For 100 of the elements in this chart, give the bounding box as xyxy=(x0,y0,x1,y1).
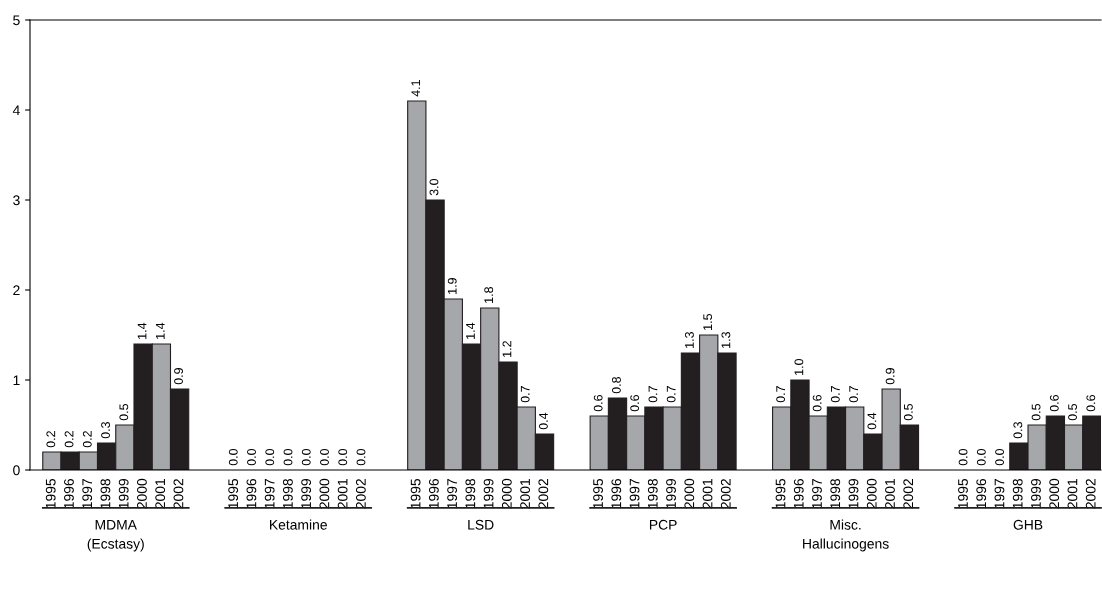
y-tick-label: 4 xyxy=(12,105,20,116)
x-tick-label: 1995 xyxy=(775,478,786,509)
data-label: 0.2 xyxy=(46,431,56,448)
x-tick-label: 1999 xyxy=(301,478,312,509)
data-label: 1.3 xyxy=(721,332,731,348)
data-label: 0.0 xyxy=(995,448,1005,466)
data-label: 0.7 xyxy=(849,386,859,403)
x-tick-label: 2002 xyxy=(1085,479,1096,509)
data-label: 0.5 xyxy=(1068,403,1077,421)
x-tick-label: 2001 xyxy=(702,479,713,509)
x-tick-label: 1995 xyxy=(228,478,239,509)
data-label: 1.3 xyxy=(684,332,694,348)
x-tick-label: 2001 xyxy=(885,479,895,509)
data-label: 0.4 xyxy=(867,412,877,430)
data-label: 0.6 xyxy=(593,395,603,412)
data-label: 1.2 xyxy=(502,341,512,357)
data-label: 0.9 xyxy=(174,368,183,385)
x-tick-label: 1998 xyxy=(830,478,841,509)
data-label: 0.0 xyxy=(356,448,366,466)
x-tick-label: 1997 xyxy=(629,479,640,509)
text: Ketamine xyxy=(270,519,327,530)
x-tick-label: 1999 xyxy=(848,478,859,509)
x-tick-label: 2002 xyxy=(538,479,549,509)
data-label: 1.8 xyxy=(484,287,494,303)
x-tick-label: 2002 xyxy=(173,479,184,509)
x-tick-label: 2000 xyxy=(684,478,695,509)
x-tick-label: 1997 xyxy=(994,479,1005,509)
data-label: 0.6 xyxy=(1049,395,1059,412)
data-label: 0.4 xyxy=(539,412,548,430)
x-tick-label: 1996 xyxy=(976,478,987,509)
x-tick-label: 1996 xyxy=(246,478,257,509)
x-tick-label: 1995 xyxy=(45,478,56,509)
data-label: 1.4 xyxy=(466,322,475,339)
x-tick-label: 1995 xyxy=(593,478,603,509)
data-label: 0.0 xyxy=(283,448,293,466)
y-tick-label: 2 xyxy=(13,285,20,296)
data-label: 0.0 xyxy=(228,448,238,466)
data-label: 0.2 xyxy=(82,431,92,448)
data-label: 0.3 xyxy=(101,422,110,439)
x-tick-label: 1996 xyxy=(64,478,74,509)
x-tick-label: 2000 xyxy=(866,478,877,509)
x-tick-label: 1997 xyxy=(82,479,93,509)
data-label: 3.0 xyxy=(429,178,439,196)
text: Misc. Hallucinogens xyxy=(803,519,889,552)
x-tick-label: 1996 xyxy=(611,478,622,509)
text: MDMA (Ecstasy) xyxy=(87,520,144,552)
data-label: 0.3 xyxy=(1013,422,1023,439)
x-tick-label: 1997 xyxy=(812,479,822,509)
x-tick-label: 1998 xyxy=(282,478,293,509)
x-tick-label: 2001 xyxy=(1067,479,1078,509)
data-label: 0.6 xyxy=(1086,395,1096,412)
y-tick-label: 5 xyxy=(13,15,20,26)
x-tick-label: 1995 xyxy=(410,478,421,509)
x-tick-label: 2002 xyxy=(355,479,366,509)
y-tick-label: 0 xyxy=(13,465,20,476)
text: PCP xyxy=(649,519,677,530)
data-label: 1.4 xyxy=(137,322,147,339)
x-tick-label: 2000 xyxy=(1049,478,1060,509)
data-label: 0.7 xyxy=(520,386,530,403)
data-label: 0.7 xyxy=(648,386,658,403)
x-tick-label: 1996 xyxy=(793,478,804,509)
x-tick-label: 1997 xyxy=(264,479,275,509)
data-label: 0.0 xyxy=(338,448,348,466)
x-tick-label: 2000 xyxy=(319,478,330,509)
data-label: 0.9 xyxy=(885,368,895,385)
text: GHB xyxy=(1013,519,1043,530)
data-label: 0.0 xyxy=(320,448,329,466)
data-label: 0.0 xyxy=(247,448,256,466)
x-tick-label: 1999 xyxy=(1031,478,1041,509)
data-label: 0.6 xyxy=(630,395,640,412)
x-tick-label: 1999 xyxy=(118,478,129,509)
x-tick-label: 2002 xyxy=(720,479,731,509)
data-label: 0.0 xyxy=(958,448,968,466)
x-tick-label: 1999 xyxy=(483,478,494,509)
x-tick-label: 1995 xyxy=(958,478,968,509)
data-label: 0.5 xyxy=(903,403,913,421)
data-label: 1.9 xyxy=(447,278,457,294)
data-label: 0.5 xyxy=(119,403,129,421)
data-label: 0.0 xyxy=(976,448,986,466)
x-tick-label: 1999 xyxy=(666,478,676,509)
data-label: 1.4 xyxy=(156,322,165,339)
data-label: 0.8 xyxy=(612,377,621,394)
x-tick-label: 2001 xyxy=(337,479,348,509)
data-label: 0.6 xyxy=(812,395,822,412)
x-tick-label: 1998 xyxy=(100,478,111,509)
x-tick-label: 1998 xyxy=(465,478,476,509)
data-label: 0.0 xyxy=(301,448,311,466)
data-label: 0.7 xyxy=(776,386,786,403)
x-tick-label: 1997 xyxy=(447,479,458,509)
x-tick-label: 2000 xyxy=(501,478,512,509)
x-tick-label: 1996 xyxy=(428,478,439,509)
data-label: 0.0 xyxy=(265,448,275,466)
y-tick-label: 3 xyxy=(13,195,20,206)
x-tick-label: 2001 xyxy=(520,479,530,509)
x-tick-label: 1998 xyxy=(1012,478,1023,509)
data-label: 1.5 xyxy=(703,313,713,330)
data-label: 0.7 xyxy=(666,386,676,403)
data-label: 1.0 xyxy=(794,358,804,375)
data-label: 4.1 xyxy=(411,80,421,97)
x-tick-label: 2001 xyxy=(155,479,166,509)
